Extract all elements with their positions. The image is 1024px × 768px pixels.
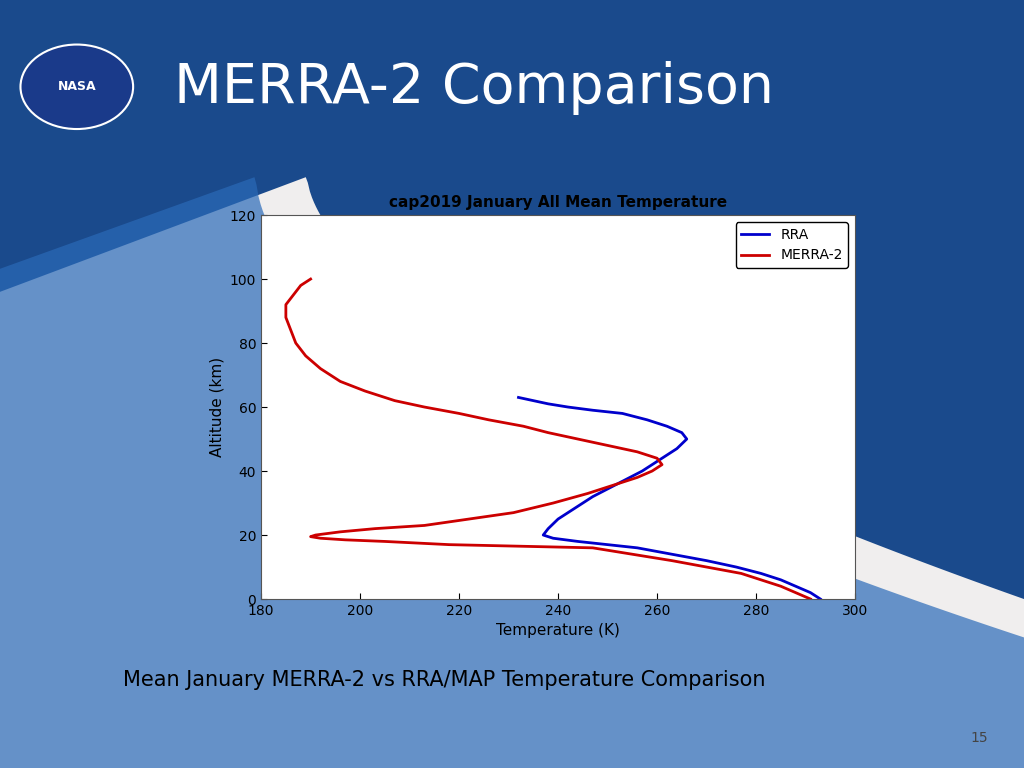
MERRA-2	[280, 300, 292, 310]
RRA	[700, 556, 713, 565]
X-axis label: Temperature (K): Temperature (K)	[497, 624, 620, 638]
MERRA-2	[299, 351, 311, 360]
MERRA-2	[651, 454, 664, 463]
MERRA-2	[309, 531, 322, 540]
MERRA-2	[582, 489, 594, 498]
MERRA-2	[601, 441, 613, 450]
MERRA-2	[646, 466, 658, 475]
MERRA-2	[482, 415, 495, 425]
RRA	[730, 562, 742, 571]
RRA	[631, 543, 643, 552]
Title: cap2019 January All Mean Temperature: cap2019 January All Mean Temperature	[389, 195, 727, 210]
RRA	[587, 406, 599, 415]
MERRA-2	[290, 339, 302, 348]
MERRA-2	[755, 575, 767, 584]
MERRA-2	[655, 460, 668, 469]
Circle shape	[20, 45, 133, 129]
RRA	[655, 454, 668, 463]
RRA	[527, 396, 540, 406]
MERRA-2	[304, 532, 316, 541]
MERRA-2	[359, 386, 372, 396]
Text: NASA: NASA	[57, 81, 96, 93]
MERRA-2	[418, 402, 430, 412]
MERRA-2	[334, 527, 346, 536]
MERRA-2	[627, 550, 639, 559]
MERRA-2	[571, 435, 584, 444]
MERRA-2	[587, 543, 599, 552]
RRA	[681, 435, 693, 444]
MERRA-2	[379, 537, 391, 546]
MERRA-2	[389, 396, 401, 406]
MERRA-2	[443, 540, 456, 549]
Text: 15: 15	[971, 731, 988, 745]
MERRA-2	[631, 473, 643, 482]
Polygon shape	[0, 0, 1024, 599]
RRA	[571, 537, 584, 546]
RRA	[601, 540, 613, 549]
RRA	[542, 524, 554, 533]
MERRA-2	[280, 313, 292, 322]
MERRA-2	[542, 428, 554, 437]
MERRA-2	[611, 479, 624, 488]
RRA	[552, 515, 564, 524]
MERRA-2	[507, 508, 519, 518]
Bar	[0, 0, 1024, 169]
RRA	[587, 492, 599, 502]
RRA	[562, 402, 574, 412]
MERRA-2	[280, 306, 292, 316]
MERRA-2	[339, 535, 351, 545]
RRA	[542, 399, 554, 409]
RRA	[538, 531, 550, 540]
MERRA-2	[369, 524, 381, 533]
Y-axis label: Altitude (km): Altitude (km)	[209, 357, 224, 457]
MERRA-2	[735, 569, 748, 578]
MERRA-2	[805, 594, 817, 604]
MERRA-2	[453, 409, 465, 418]
Bar	[0, 169, 1024, 768]
RRA	[790, 581, 802, 591]
Legend: RRA, MERRA-2: RRA, MERRA-2	[735, 222, 848, 268]
RRA	[774, 575, 786, 584]
MERRA-2	[790, 588, 802, 598]
MERRA-2	[290, 287, 302, 296]
RRA	[676, 428, 688, 437]
RRA	[547, 534, 559, 543]
Line: MERRA-2: MERRA-2	[286, 279, 811, 599]
MERRA-2	[774, 581, 786, 591]
MERRA-2	[418, 521, 430, 530]
MERRA-2	[314, 364, 327, 373]
MERRA-2	[631, 447, 643, 456]
RRA	[611, 479, 624, 488]
RRA	[666, 550, 678, 559]
RRA	[567, 505, 580, 514]
RRA	[616, 409, 629, 418]
RRA	[755, 569, 767, 578]
MERRA-2	[517, 422, 529, 431]
MERRA-2	[666, 556, 678, 565]
MERRA-2	[547, 498, 559, 508]
MERRA-2	[285, 293, 297, 303]
MERRA-2	[334, 377, 346, 386]
RRA	[512, 392, 524, 402]
Text: Mean January MERRA-2 vs RRA/MAP Temperature Comparison: Mean January MERRA-2 vs RRA/MAP Temperat…	[123, 670, 765, 690]
Text: MERRA-2 Comparison: MERRA-2 Comparison	[174, 61, 774, 115]
RRA	[641, 415, 653, 425]
RRA	[671, 444, 683, 453]
RRA	[814, 594, 826, 604]
RRA	[636, 466, 648, 475]
MERRA-2	[304, 274, 316, 283]
MERRA-2	[314, 534, 327, 543]
MERRA-2	[463, 515, 475, 524]
MERRA-2	[295, 281, 307, 290]
RRA	[805, 588, 817, 598]
Polygon shape	[0, 177, 1024, 768]
MERRA-2	[299, 278, 311, 287]
RRA	[660, 422, 673, 431]
MERRA-2	[700, 562, 713, 571]
Line: RRA: RRA	[518, 398, 820, 599]
MERRA-2	[285, 326, 297, 335]
